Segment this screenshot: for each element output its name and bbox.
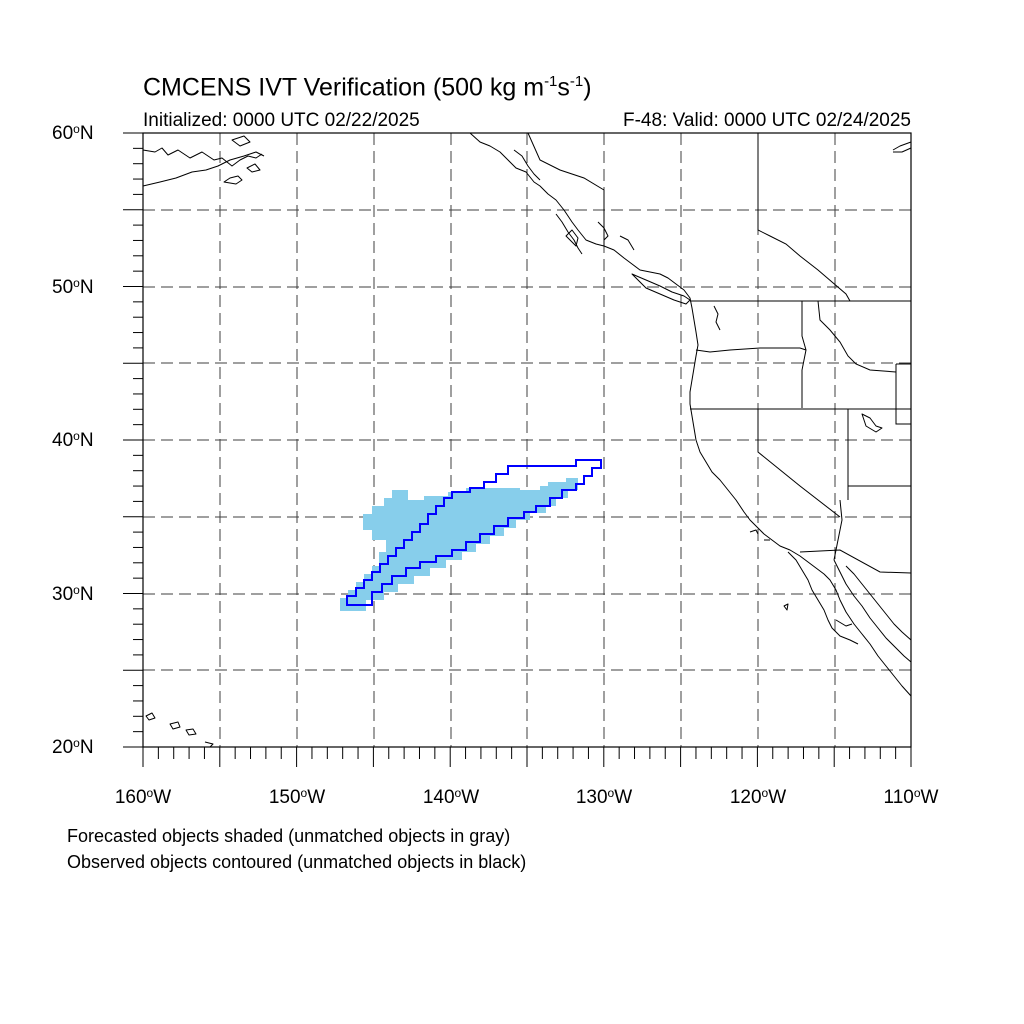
lon-label-140w: 140oW	[422, 786, 480, 808]
borders	[527, 132, 912, 574]
lat-label-60n: 60oN	[52, 122, 94, 144]
lat-label-30n: 30oN	[52, 583, 94, 605]
initialized-time: Initialized: 0000 UTC 02/22/2025	[143, 110, 420, 131]
forecast-ivt-object	[340, 478, 578, 611]
grid-lines	[143, 133, 911, 747]
lat-label-40n: 40oN	[52, 429, 94, 451]
lat-label-20n: 20oN	[52, 736, 94, 758]
observed-note: Observed objects contoured (unmatched ob…	[67, 852, 527, 872]
observed-ivt-contour	[346, 459, 602, 606]
coastlines	[142, 132, 912, 748]
axis-ticks	[123, 132, 912, 767]
forecast-note: Forecasted objects shaded (unmatched obj…	[67, 826, 511, 846]
lon-label-160w: 160oW	[114, 786, 172, 808]
lat-label-50n: 50oN	[52, 276, 94, 298]
lon-label-120w: 120oW	[729, 786, 787, 808]
lon-label-150w: 150oW	[268, 786, 326, 808]
lon-label-130w: 130oW	[575, 786, 633, 808]
chart-title: CMCENS IVT Verification (500 kg m-1s-1)	[143, 73, 592, 102]
valid-time: F-48: Valid: 0000 UTC 02/24/2025	[623, 110, 911, 131]
lon-label-110w: 110oW	[883, 786, 939, 808]
